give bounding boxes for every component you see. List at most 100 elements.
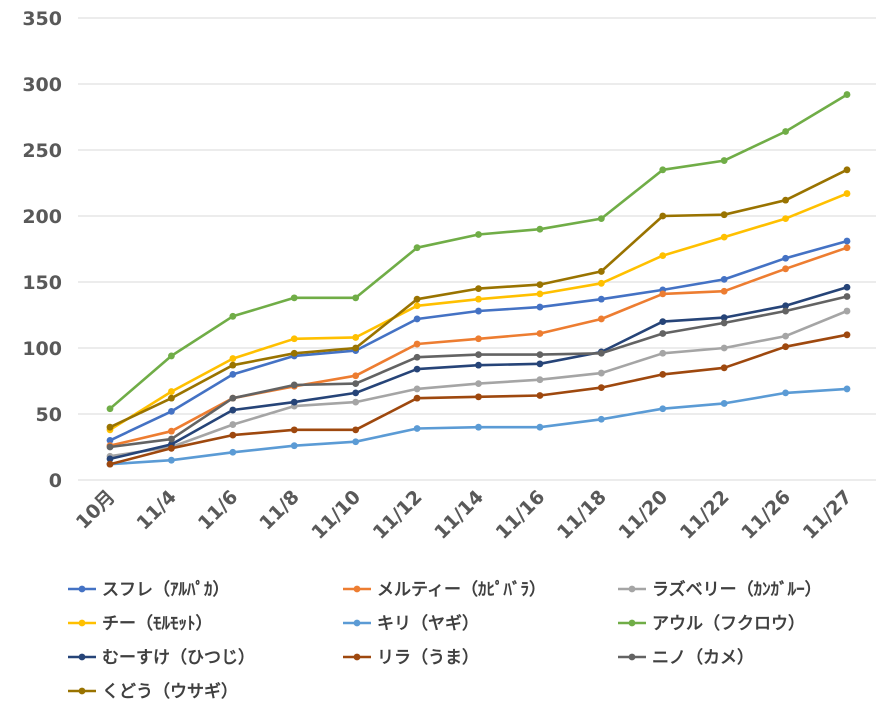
legend-item: リラ（うま） [343, 647, 479, 668]
x-tick-label: 11/8 [255, 486, 304, 535]
legend-label: スフレ（ｱﾙﾊﾟｶ） [102, 579, 230, 600]
data-point [597, 369, 605, 377]
data-point [229, 394, 237, 402]
legend-label: ニノ（カメ） [652, 647, 754, 668]
data-point [720, 275, 728, 283]
data-point [720, 157, 728, 164]
x-tick-label: 11/18 [553, 486, 611, 544]
data-point [843, 237, 851, 245]
data-point [475, 285, 482, 292]
y-tick-label: 50 [36, 404, 62, 426]
y-tick-label: 300 [22, 74, 62, 96]
data-point [352, 438, 360, 446]
y-tick-label: 350 [22, 8, 62, 30]
gridlines [78, 17, 876, 481]
data-point [659, 349, 667, 357]
data-point [413, 394, 421, 402]
legend-swatch-marker [353, 619, 361, 627]
data-point [352, 344, 360, 352]
data-point [229, 448, 237, 456]
data-point [597, 268, 605, 275]
data-point [168, 427, 175, 435]
data-point [659, 371, 667, 378]
data-point [782, 265, 789, 273]
data-point [106, 460, 114, 468]
data-point [720, 344, 728, 352]
data-point [843, 293, 851, 300]
data-point [413, 365, 421, 373]
data-point [597, 315, 605, 323]
data-point [782, 128, 789, 135]
data-point [597, 349, 605, 357]
y-tick-label: 100 [22, 338, 62, 360]
x-tick-label: 11/4 [132, 486, 181, 535]
series-line [106, 331, 851, 468]
data-point [597, 384, 605, 391]
data-point [536, 351, 544, 358]
series-line [106, 237, 851, 444]
data-point [475, 295, 482, 303]
data-point [720, 233, 728, 241]
legend-swatch-marker [78, 653, 86, 661]
data-point [290, 294, 298, 302]
data-point [475, 393, 482, 401]
data-point [597, 279, 605, 287]
data-point [352, 380, 360, 388]
data-point [843, 190, 851, 197]
legend-swatch-marker [353, 585, 361, 593]
data-point [782, 343, 789, 351]
data-point [168, 444, 175, 452]
data-point [168, 352, 175, 360]
x-tick-label: 11/14 [430, 486, 488, 544]
data-point [413, 353, 421, 361]
legend-label: アウル（フクロウ） [652, 613, 805, 634]
data-point [229, 406, 237, 414]
data-point [536, 376, 544, 384]
data-point [290, 335, 298, 343]
data-point [597, 215, 605, 223]
data-point [720, 211, 728, 219]
data-point [229, 371, 237, 378]
legend-item: メルティー（ｶﾋﾟﾊﾞﾗ） [343, 579, 546, 600]
legend-label: チー（ﾓﾙﾓｯﾄ） [102, 613, 213, 634]
series-line [106, 190, 851, 434]
data-point [475, 307, 482, 315]
legend-swatch-marker [628, 619, 636, 627]
data-point [782, 215, 789, 223]
data-point [720, 287, 728, 295]
data-point [413, 244, 421, 252]
legend-item: ニノ（カメ） [618, 647, 754, 668]
legend-item: ラズベリー（ｶﾝｶﾞﾙｰ） [618, 579, 822, 600]
legend-item: アウル（フクロウ） [618, 613, 805, 634]
y-tick-label: 250 [22, 140, 62, 162]
data-point [168, 456, 175, 464]
data-point [536, 303, 544, 311]
y-tick-label: 200 [22, 206, 62, 228]
y-axis-ticks: 0 50 100 150 200 250 300 350 [22, 8, 62, 492]
data-point [536, 360, 544, 368]
data-point [782, 302, 789, 310]
data-point [659, 290, 667, 298]
data-point [536, 290, 544, 298]
legend-swatch-marker [78, 585, 86, 593]
data-point [475, 361, 482, 369]
x-tick-label: 10月 [72, 486, 120, 534]
legend-swatch-marker [78, 619, 86, 627]
legend-swatch-marker [628, 585, 636, 593]
data-point [352, 426, 360, 434]
x-tick-label: 11/16 [492, 486, 550, 544]
data-point [659, 212, 667, 220]
data-point [536, 330, 544, 337]
data-point [720, 319, 728, 327]
legend-item: チー（ﾓﾙﾓｯﾄ） [68, 613, 213, 634]
data-point [659, 252, 667, 259]
data-point [782, 332, 789, 340]
data-point [782, 196, 789, 204]
x-tick-label: 11/26 [737, 486, 795, 544]
data-point [168, 394, 175, 402]
data-point [843, 166, 851, 174]
data-point [475, 335, 482, 343]
legend-label: リラ（うま） [377, 647, 479, 668]
legend-label: キリ（ヤギ） [377, 613, 479, 634]
data-point [843, 307, 851, 315]
